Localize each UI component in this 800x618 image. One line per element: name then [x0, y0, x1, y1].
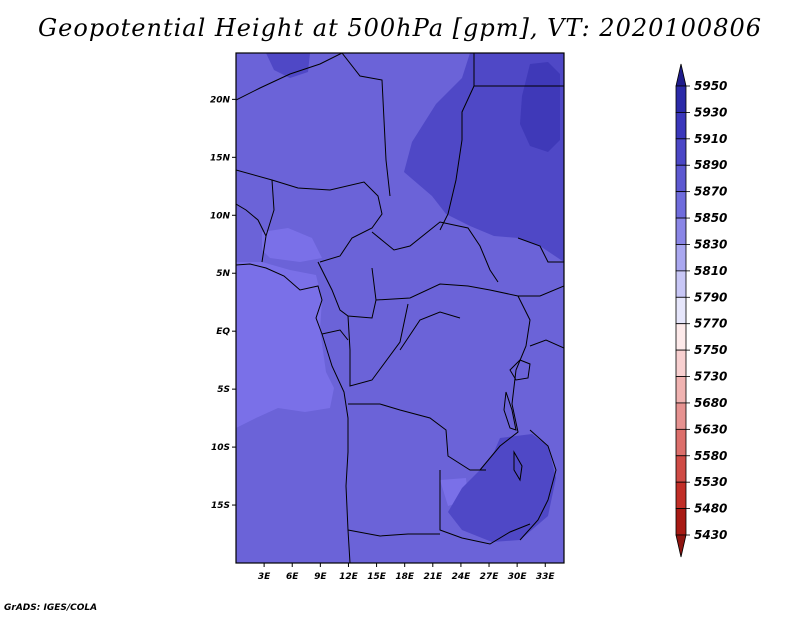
- colorbar-label: 5730: [694, 370, 727, 384]
- colorbar-swatch: [675, 376, 687, 404]
- x-tick-label: 9E: [314, 572, 327, 582]
- colorbar-label: 5530: [694, 475, 727, 489]
- colorbar-swatch: [675, 402, 687, 430]
- colorbar-label: 5630: [694, 422, 727, 436]
- border-congo: [347, 303, 409, 387]
- lake-victoria: [509, 359, 531, 381]
- border-east-africa: [518, 285, 564, 297]
- border-angola-south: [347, 529, 440, 537]
- colorbar-swatch: [675, 244, 687, 272]
- lake-malawi: [513, 450, 523, 482]
- colorbar-swatch: [675, 164, 687, 193]
- colorbar-swatch: [675, 112, 687, 140]
- colorbar-label: 5850: [694, 211, 727, 225]
- colorbar-label: 5930: [694, 105, 727, 119]
- y-tick-label: 10N: [210, 211, 231, 221]
- colorbar-swatch: [675, 481, 687, 509]
- colorbar-label: 5910: [694, 132, 727, 146]
- colorbar-label: 5890: [694, 158, 727, 172]
- colorbar-swatch: [675, 323, 687, 351]
- colorbar-swatch: [675, 138, 687, 166]
- y-tick-label: 5S: [217, 385, 230, 395]
- colorbar-label: 5770: [694, 317, 727, 331]
- coastline-westafrica: [236, 263, 351, 563]
- x-tick-label: 24E: [452, 572, 472, 582]
- colorbar-swatch: [675, 191, 687, 219]
- colorbar-swatch: [675, 508, 687, 536]
- border-gabon: [321, 329, 349, 341]
- colorbar-label: 5830: [694, 237, 727, 251]
- colorbar-label: 5950: [694, 79, 727, 93]
- country-boundaries: [236, 53, 564, 563]
- border-chad-sudan: [439, 85, 475, 231]
- field-high-northwest: [266, 53, 310, 78]
- border-tanzania: [529, 339, 564, 349]
- y-tick-label: 10S: [211, 443, 230, 453]
- border-mozambique: [519, 429, 557, 541]
- colorbar-top-arrow: [675, 63, 687, 87]
- colorbar-label: 5580: [694, 449, 727, 463]
- x-tick-label: 33E: [536, 572, 556, 582]
- map-frame: [235, 52, 565, 564]
- colorbar-swatch: [675, 217, 687, 245]
- colorbar-bottom-arrow: [675, 534, 687, 558]
- field-low-westafrica: [262, 228, 322, 262]
- colorbar-swatch: [675, 428, 687, 457]
- x-tick-label: 21E: [423, 572, 443, 582]
- field-higher-northeast: [520, 62, 560, 152]
- field-high-southeast: [448, 434, 556, 542]
- y-tick-label: 15N: [210, 153, 231, 163]
- map-panel: [236, 53, 564, 563]
- river-congo: [399, 311, 461, 351]
- x-tick-label: 30E: [508, 572, 528, 582]
- colorbar-swatch: [675, 85, 687, 113]
- border-libya: [341, 53, 391, 197]
- x-tick-label: 12E: [339, 572, 359, 582]
- field-low-atlantic: [236, 262, 334, 428]
- x-tick-label: 3E: [258, 572, 271, 582]
- y-tick-label: 5N: [216, 269, 230, 279]
- colorbar-swatch: [675, 296, 687, 325]
- colorbar-swatch: [675, 349, 687, 377]
- y-tick-label: EQ: [216, 327, 230, 337]
- x-tick-label: 18E: [395, 572, 415, 582]
- latitude-axis: 20N 15N 10N 5N EQ 5S 10S 15S: [210, 95, 236, 511]
- x-tick-label: 6E: [286, 572, 299, 582]
- border-car: [371, 221, 499, 283]
- map-title: Geopotential Height at 500hPa [gpm], VT:…: [38, 14, 762, 42]
- border-sahel: [236, 169, 383, 263]
- x-tick-label: 15E: [367, 572, 387, 582]
- colorbar-label: 5810: [694, 264, 727, 278]
- colorbar-swatch: [675, 270, 687, 298]
- x-tick-label: 27E: [480, 572, 500, 582]
- colorbar-swatch: [675, 455, 687, 483]
- border-ethiopia: [517, 237, 564, 263]
- colorbar-label: 5870: [694, 185, 727, 199]
- colorbar-label: 5790: [694, 290, 727, 304]
- colorbar-label: 5680: [694, 396, 727, 410]
- border-drc-east: [479, 295, 531, 471]
- border-zambia: [439, 470, 531, 545]
- y-tick-label: 15S: [211, 501, 230, 511]
- lake-tanganyika: [503, 391, 517, 431]
- border-angola-drc: [348, 403, 486, 471]
- border-cameroon: [317, 261, 377, 319]
- border-nigeria: [261, 179, 275, 263]
- colorbar-label: 5750: [694, 343, 727, 357]
- colorbar: 5950 5930 5910 5890 5870 5850 5830 5810 5790 5770…: [675, 63, 727, 558]
- border-niger-algeria: [236, 53, 343, 101]
- y-tick-label: 20N: [210, 95, 231, 105]
- credit-text: GrADS: IGES/COLA: [4, 603, 98, 613]
- border-benin-togo: [236, 203, 267, 237]
- longitude-axis: 3E 6E 9E 12E 15E 18E 21E 24E 27E 30E 33E: [258, 563, 556, 582]
- colorbar-label: 5430: [694, 528, 727, 542]
- colorbar-label: 5480: [694, 502, 727, 516]
